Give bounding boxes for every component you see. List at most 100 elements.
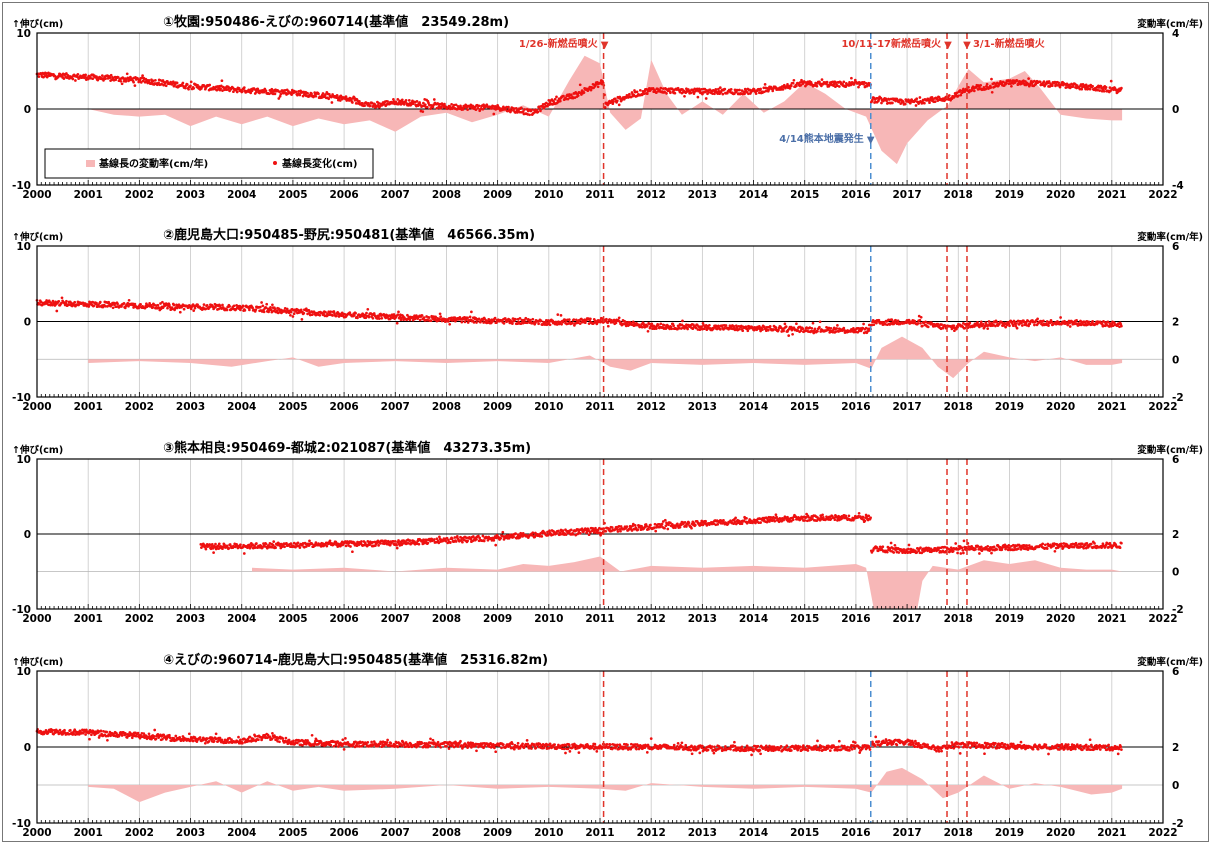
data-point: [918, 96, 922, 99]
data-point: [638, 88, 642, 92]
data-point: [474, 108, 478, 112]
data-point: [774, 513, 778, 517]
data-point: [539, 109, 542, 113]
data-point: [304, 307, 308, 311]
data-point: [759, 521, 762, 524]
data-point: [237, 87, 241, 90]
data-point: [291, 315, 295, 318]
data-point: [289, 313, 292, 317]
data-point: [544, 319, 548, 322]
data-point: [698, 89, 702, 93]
data-point: [482, 539, 486, 543]
data-point: [217, 307, 221, 311]
data-point: [1038, 80, 1042, 84]
data-point: [1047, 324, 1050, 327]
data-point: [926, 325, 930, 329]
baseline-change-series: [199, 511, 1123, 555]
data-point: [164, 84, 168, 88]
data-point: [574, 318, 578, 322]
x-tick-label: 2006: [329, 189, 358, 201]
data-point: [995, 320, 999, 324]
data-point: [139, 81, 143, 84]
data-point: [272, 540, 276, 543]
data-point: [372, 312, 376, 315]
data-point: [275, 309, 279, 313]
data-point: [448, 322, 452, 326]
data-point: [204, 547, 208, 551]
data-point: [1002, 324, 1006, 327]
data-point: [299, 310, 302, 314]
data-point: [695, 87, 699, 91]
data-point: [765, 325, 769, 329]
data-point: [386, 100, 389, 103]
data-point: [76, 73, 80, 76]
data-point: [461, 108, 465, 111]
data-point: [380, 316, 384, 320]
data-point: [915, 97, 919, 101]
data-point: [757, 325, 761, 328]
data-point: [953, 329, 956, 333]
data-point: [129, 75, 132, 79]
data-point: [723, 326, 727, 330]
data-point: [696, 95, 700, 99]
data-point: [156, 303, 160, 307]
data-point: [402, 103, 406, 106]
data-point: [875, 321, 878, 325]
data-point: [262, 310, 266, 314]
data-point: [919, 315, 923, 319]
data-point: [1000, 321, 1004, 324]
data-point: [324, 93, 327, 96]
data-point: [1015, 326, 1019, 330]
data-point: [339, 94, 343, 98]
data-point: [301, 94, 305, 98]
data-point: [150, 304, 153, 307]
data-point: [348, 311, 352, 314]
data-point: [503, 317, 507, 320]
data-point: [512, 535, 515, 539]
data-point: [157, 81, 160, 85]
data-point: [434, 315, 437, 319]
data-point: [269, 308, 273, 312]
data-point: [619, 529, 622, 533]
data-point: [573, 96, 577, 99]
data-point: [763, 83, 767, 86]
data-point: [1004, 81, 1008, 85]
data-point: [407, 104, 411, 107]
data-point: [422, 101, 425, 105]
data-point: [1015, 79, 1019, 82]
data-point: [668, 327, 672, 331]
data-point: [990, 77, 993, 81]
data-point: [976, 320, 979, 324]
data-point: [924, 320, 927, 324]
data-point: [1010, 84, 1013, 88]
data-point: [208, 543, 212, 546]
data-point: [568, 96, 572, 100]
data-point: [120, 82, 124, 86]
data-point: [251, 306, 254, 310]
data-point: [395, 546, 399, 550]
data-point: [151, 306, 155, 309]
data-point: [104, 304, 107, 308]
data-point: [377, 317, 381, 320]
data-point: [617, 103, 621, 107]
data-point: [917, 314, 921, 318]
data-point: [482, 321, 485, 324]
data-point: [425, 105, 429, 109]
data-point: [519, 106, 523, 110]
data-point: [452, 103, 456, 107]
data-point: [651, 327, 654, 331]
data-point: [1120, 324, 1123, 328]
data-point: [192, 309, 196, 312]
data-point: [1080, 87, 1084, 91]
data-point: [914, 104, 918, 107]
data-point: [786, 82, 789, 86]
data-point: [663, 518, 667, 522]
data-point: [351, 101, 354, 104]
data-point: [367, 315, 371, 319]
data-point: [396, 313, 400, 317]
data-point: [344, 95, 348, 98]
data-point: [466, 321, 470, 324]
data-point: [615, 527, 619, 531]
